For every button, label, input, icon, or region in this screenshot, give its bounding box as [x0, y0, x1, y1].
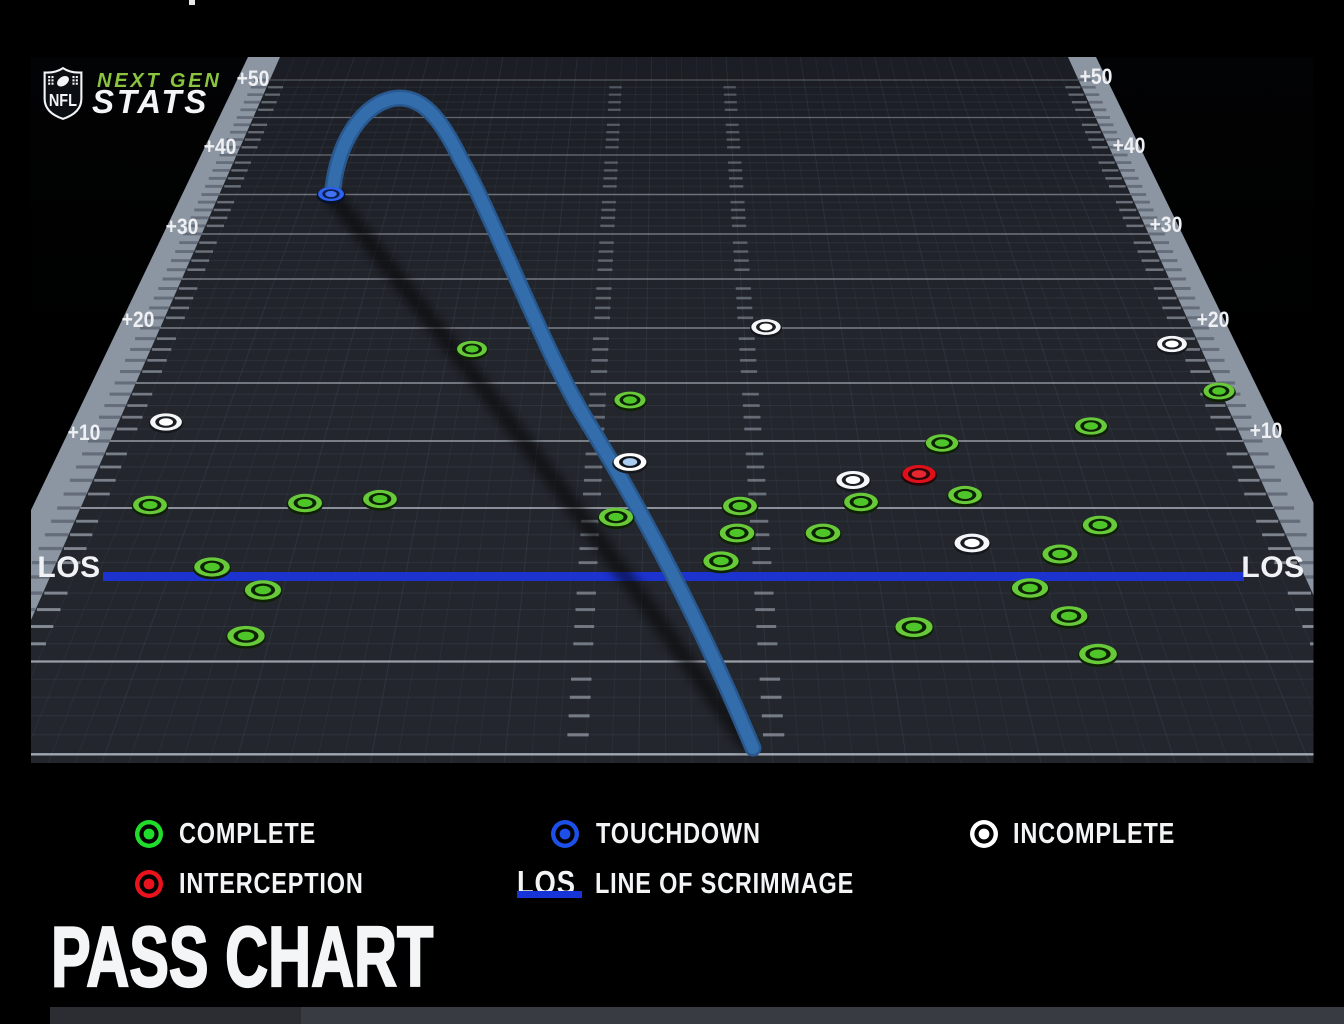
svg-text:NFL: NFL: [49, 92, 77, 110]
